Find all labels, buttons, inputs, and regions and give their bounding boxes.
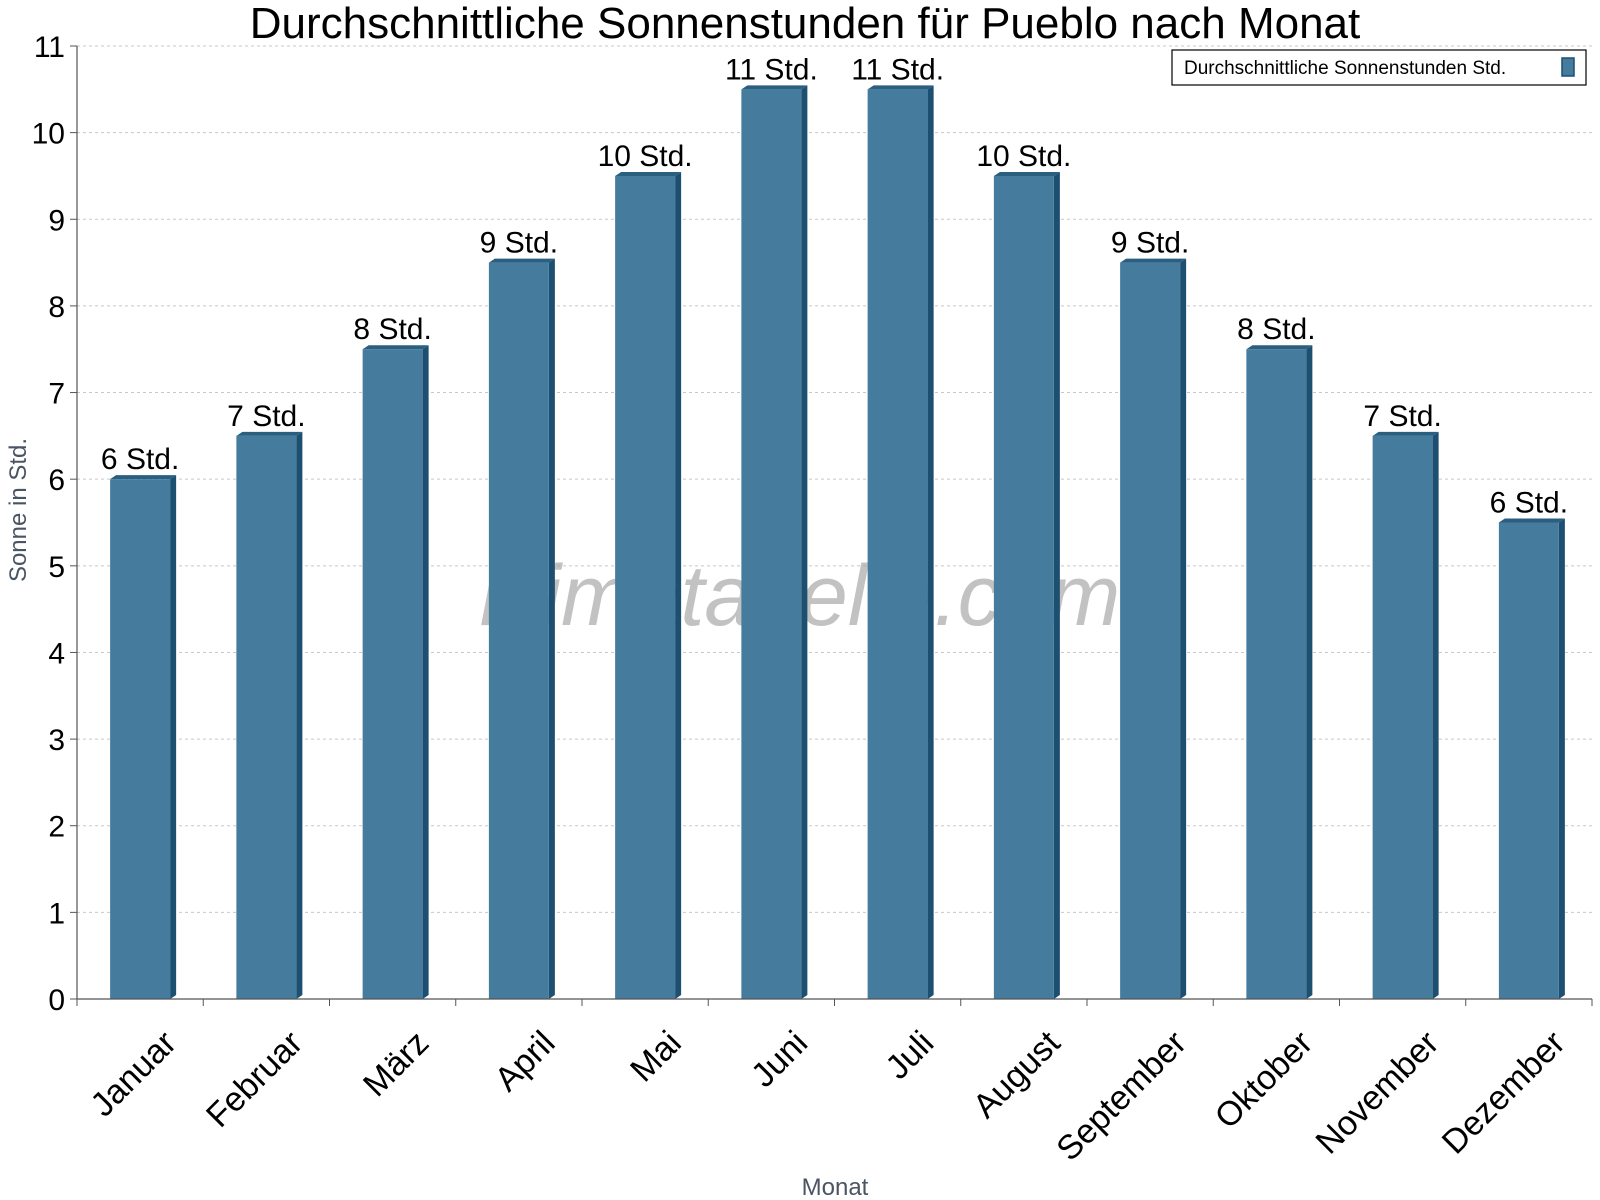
y-tick-label: 10 [32,118,65,151]
bar [867,89,928,1000]
gridlines [77,45,1592,913]
y-axis-title: Sonne in Std. [5,438,32,582]
bar-side [1306,345,1313,999]
bar-side [422,345,429,999]
y-tick-label: 11 [34,31,65,64]
x-tick-label: April [488,1024,563,1099]
y-tick-labels: 0 1 2 3 4 5 6 7 8 9 10 11 [32,31,65,1017]
legend-swatch [1561,57,1575,77]
bar-side [548,258,555,999]
y-tick-label: 9 [48,204,65,237]
bar [1246,349,1307,999]
y-tick-label: 5 [48,551,65,584]
bar-top [993,171,1060,176]
x-tick-label: Mai [623,1024,689,1090]
bar-november [1372,431,1439,999]
x-tick-labels: Januar Februar März April Mai Juni Juli AugustS… [83,1023,1572,1168]
bar [1372,435,1433,999]
y-tick-label: 1 [48,897,65,930]
data-labels: 6 Std. 7 Std. 8 Std. 9 Std. 10 Std. 11 Std. 11… [101,53,1568,519]
bar-top [1120,258,1187,263]
data-label: 11 Std. [725,53,818,86]
y-tick-label: 3 [48,724,65,757]
bar-top [362,345,429,350]
data-label: 8 Std. [353,313,431,346]
bar-oktober [1246,345,1313,999]
bar-januar [110,475,177,999]
x-tick-label: Januar [83,1024,183,1124]
data-label: 8 Std. [1237,313,1315,346]
x-tick-label: Juni [744,1024,815,1095]
data-label: 9 Std. [480,227,558,260]
bar-mai [615,171,682,1000]
bar-side [170,475,177,999]
bar-august [993,171,1060,1000]
x-tick-label: Februar [199,1024,310,1135]
bar-juli [867,85,934,1000]
bar-februar [236,431,303,999]
x-tick-label: März [356,1024,436,1104]
bar [362,349,423,999]
bar-top [615,171,682,176]
bar-side [1432,431,1439,999]
bar-top [488,258,555,263]
axes [70,45,1593,1006]
bar-side [675,171,682,1000]
data-label: 9 Std. [1111,227,1189,260]
bar [236,435,297,999]
x-tick-label: Oktober [1208,1024,1320,1136]
bar-juni [741,85,808,1000]
bar-side [801,85,808,1000]
bar [993,175,1054,1000]
bar-side [927,85,934,1000]
y-tick-label: 8 [48,291,65,324]
legend: Durchschnittliche Sonnenstunden Std. [1171,49,1587,86]
bar-top [1372,431,1439,436]
legend-label: Durchschnittliche Sonnenstunden Std. [1184,58,1506,79]
data-label: 7 Std. [227,400,305,433]
chart-title: Durchschnittliche Sonnenstunden für Pueb… [250,0,1360,48]
x-tick-label: November [1309,1024,1447,1162]
y-tick-label: 0 [48,984,65,1017]
bar-april [488,258,555,999]
bar-september [1120,258,1187,999]
y-tick-label: 7 [48,378,65,411]
data-label: 6 Std. [1490,487,1568,520]
x-tick-label: September [1049,1024,1193,1168]
x-tick-label: Dezember [1435,1024,1573,1162]
bar-märz [362,345,429,999]
bar [1120,262,1181,999]
bar-top [867,85,934,90]
bars [110,85,1565,1000]
data-label: 6 Std. [101,443,179,476]
bar-side [296,431,303,999]
bar-dezember [1498,518,1565,999]
legend-box [1171,49,1587,86]
y-tick-label: 2 [48,811,65,844]
bar [1498,522,1559,999]
bar [741,89,802,1000]
bar-side [1180,258,1187,999]
x-axis-title: Monat [802,1174,869,1200]
x-tick-label: Juli [878,1024,941,1087]
bar-side [1558,518,1565,999]
bar [110,479,171,999]
bar-top [1246,345,1313,350]
data-label: 10 Std. [976,140,1071,173]
y-tick-label: 4 [48,637,65,670]
bar-top [1498,518,1565,523]
bar [615,175,676,1000]
data-label: 11 Std. [851,53,944,86]
bar-top [110,475,177,480]
bar-top [741,85,808,90]
y-tick-label: 6 [48,464,65,497]
bar-side [1053,171,1060,1000]
data-label: 10 Std. [598,140,693,173]
bar-top [236,431,303,436]
bar [488,262,549,999]
data-label: 7 Std. [1363,400,1441,433]
x-tick-label: August [966,1023,1068,1125]
